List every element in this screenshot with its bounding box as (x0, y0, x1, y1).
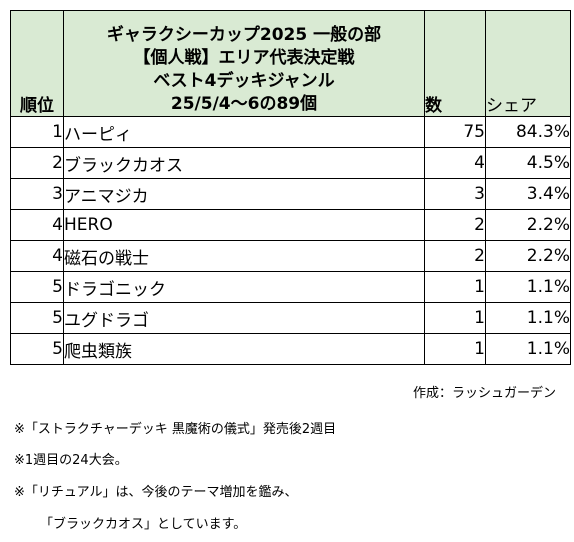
note-line: 「ブラックカオス」としています。 (40, 517, 247, 532)
deck-ranking-table: 順位 ギャラクシーカップ2025 一般の部 【個人戦】エリア代表決定戦 ベスト4… (10, 10, 571, 365)
share-cell: 3.4% (485, 178, 571, 210)
rank-cell: 4 (10, 240, 64, 272)
genre-cell: ハーピィ (63, 116, 425, 148)
count-cell: 1 (424, 302, 486, 334)
rank-header: 順位 (10, 10, 64, 117)
count-cell: 1 (424, 333, 486, 365)
count-cell: 2 (424, 240, 486, 272)
genre-cell: ユグドラゴ (63, 302, 425, 334)
count-cell: 4 (424, 147, 486, 179)
rank-cell: 5 (10, 302, 64, 334)
rank-cell: 5 (10, 333, 64, 365)
rank-cell: 4 (10, 209, 64, 241)
table-row: 1 ハーピィ 75 84.3% (10, 116, 571, 148)
count-cell: 75 (424, 116, 486, 148)
table-row: 4 磁石の戦士 2 2.2% (10, 240, 571, 272)
title-line: ギャラクシーカップ2025 一般の部 (106, 25, 382, 45)
table-title: ギャラクシーカップ2025 一般の部 【個人戦】エリア代表決定戦 ベスト4デッキ… (63, 10, 425, 117)
count-cell: 1 (424, 271, 486, 303)
table-row: 5 ドラゴニック 1 1.1% (10, 271, 571, 303)
note-line: ※「ストラクチャーデッキ 黒魔術の儀式」発売後2週目 (14, 422, 337, 437)
title-line: 25/5/4〜6の89個 (170, 94, 318, 114)
genre-cell: ブラックカオス (63, 147, 425, 179)
table-row: 5 爬虫類族 1 1.1% (10, 333, 571, 365)
genre-cell: ドラゴニック (63, 271, 425, 303)
genre-cell: アニマジカ (63, 178, 425, 210)
table-row: 3 アニマジカ 3 3.4% (10, 178, 571, 210)
share-header: シェア (485, 10, 571, 117)
header-row: 順位 ギャラクシーカップ2025 一般の部 【個人戦】エリア代表決定戦 ベスト4… (10, 10, 571, 117)
genre-cell: HERO (63, 209, 425, 241)
rank-cell: 1 (10, 116, 64, 148)
count-cell: 3 (424, 178, 486, 210)
share-cell: 1.1% (485, 302, 571, 334)
table-row: 2 ブラックカオス 4 4.5% (10, 147, 571, 179)
genre-cell: 磁石の戦士 (63, 240, 425, 272)
count-header: 数 (424, 10, 486, 117)
share-cell: 4.5% (485, 147, 571, 179)
rank-cell: 3 (10, 178, 64, 210)
genre-cell: 爬虫類族 (63, 333, 425, 365)
share-cell: 1.1% (485, 271, 571, 303)
share-cell: 1.1% (485, 333, 571, 365)
title-line: ベスト4デッキジャンル (153, 71, 335, 91)
credit-text: 作成：ラッシュガーデン (412, 386, 556, 401)
table-row: 5 ユグドラゴ 1 1.1% (10, 302, 571, 334)
title-line: 【個人戦】エリア代表決定戦 (133, 48, 355, 68)
share-cell: 2.2% (485, 240, 571, 272)
share-cell: 84.3% (485, 116, 571, 148)
table-row: 4 HERO 2 2.2% (10, 209, 571, 241)
note-line: ※「リチュアル」は、今後のテーマ増加を鑑み、 (14, 485, 298, 500)
count-cell: 2 (424, 209, 486, 241)
rank-cell: 2 (10, 147, 64, 179)
rank-cell: 5 (10, 271, 64, 303)
note-line: ※1週目の24大会。 (14, 453, 128, 468)
share-cell: 2.2% (485, 209, 571, 241)
